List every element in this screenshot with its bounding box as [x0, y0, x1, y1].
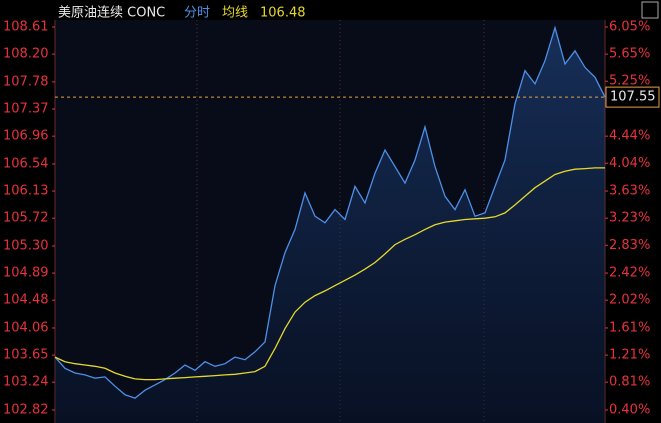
- y2-tick-label: 0.81%: [609, 375, 650, 390]
- y2-tick-label: 3.23%: [609, 211, 650, 226]
- y2-tick-label: 4.04%: [609, 156, 650, 171]
- y-tick-label: 106.13: [3, 184, 49, 199]
- y2-tick-label: 0.40%: [609, 403, 650, 418]
- chart-title: 美原油连续 CONC: [58, 5, 165, 21]
- y2-tick-label: 4.44%: [609, 129, 650, 144]
- avg-value: 106.48: [260, 6, 306, 21]
- y2-tick-label: 5.65%: [609, 47, 650, 62]
- y2-tick-label: 2.83%: [609, 238, 650, 253]
- y2-tick-label: 5.25%: [609, 74, 650, 89]
- y-tick-label: 102.82: [3, 403, 49, 418]
- y-tick-label: 104.89: [3, 266, 49, 281]
- reference-box: [605, 86, 660, 108]
- legend-label: 均线: [222, 6, 248, 21]
- price-area: [55, 27, 605, 423]
- y-tick-label: 107.78: [3, 74, 49, 89]
- y-tick-label: 105.30: [3, 238, 49, 253]
- y-tick-label: 103.24: [3, 375, 49, 390]
- y2-tick-label: 2.02%: [609, 293, 650, 308]
- y-tick-label: 108.61: [3, 20, 49, 35]
- legend-label: 分时: [184, 6, 210, 21]
- window-icon[interactable]: [641, 1, 659, 19]
- y2-tick-label: 6.05%: [609, 20, 650, 35]
- y-tick-label: 105.72: [3, 211, 49, 226]
- y-tick-label: 108.20: [3, 47, 49, 62]
- y-tick-label: 104.06: [3, 320, 49, 335]
- y-tick-label: 106.96: [3, 129, 49, 144]
- y2-tick-label: 2.42%: [609, 266, 650, 281]
- reference-label: 107.55: [610, 90, 656, 105]
- y2-tick-label: 1.61%: [609, 320, 650, 335]
- y-tick-label: 104.48: [3, 293, 49, 308]
- y-tick-label: 106.54: [3, 156, 49, 171]
- y2-tick-label: 3.63%: [609, 184, 650, 199]
- y-tick-label: 107.37: [3, 102, 49, 117]
- price-line: [54, 25, 606, 399]
- y2-tick-label: 1.21%: [609, 348, 650, 363]
- y-tick-label: 103.65: [3, 348, 49, 363]
- average-line: [54, 167, 605, 381]
